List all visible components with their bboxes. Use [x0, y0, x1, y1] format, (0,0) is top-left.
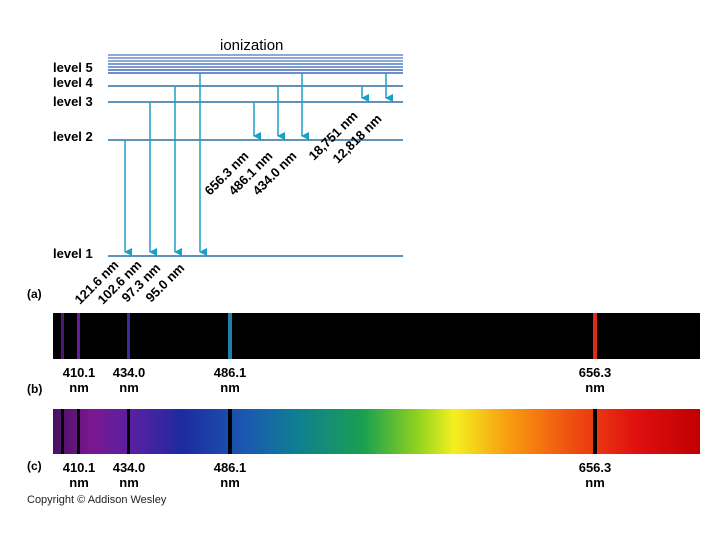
absorption-line-486 [228, 409, 232, 454]
emission-434-unit: nm [119, 380, 139, 395]
absorption-410-value: 410.1 [63, 460, 96, 475]
panel-label-c: (c) [27, 459, 42, 473]
absorption-434-unit: nm [119, 475, 139, 490]
emission-line-656 [593, 313, 597, 359]
absorption-656-value: 656.3 [579, 460, 612, 475]
emission-410-unit: nm [69, 380, 89, 395]
absorption-line-656 [593, 409, 597, 454]
absorption-spectrum-background [53, 409, 700, 454]
emission-line-486 [228, 313, 232, 359]
emission-spectrum [53, 313, 700, 359]
level-3-label: level 3 [53, 94, 93, 109]
absorption-486-value: 486.1 [214, 460, 247, 475]
absorption-656-unit: nm [585, 475, 605, 490]
emission-line-434 [127, 313, 130, 359]
absorption-line-434 [127, 409, 130, 454]
emission-spectrum-background [53, 313, 700, 359]
level-5-label: level 5 [53, 60, 93, 75]
absorption-spectrum [53, 409, 700, 454]
emission-486-unit: nm [220, 380, 240, 395]
ionization-band [108, 54, 403, 74]
panel-label-a: (a) [27, 287, 42, 301]
level-1-label: level 1 [53, 246, 93, 261]
emission-line-faint-violet [61, 313, 64, 359]
level-2-label: level 2 [53, 129, 93, 144]
absorption-486-unit: nm [220, 475, 240, 490]
emission-434-value: 434.0 [113, 365, 146, 380]
emission-410-value: 410.1 [63, 365, 96, 380]
emission-656-value: 656.3 [579, 365, 612, 380]
absorption-410-unit: nm [69, 475, 89, 490]
absorption-line-faint-violet [61, 409, 64, 454]
level-4-label: level 4 [53, 75, 94, 90]
absorption-line-410 [77, 409, 80, 454]
absorption-434-value: 434.0 [113, 460, 146, 475]
emission-line-410 [77, 313, 80, 359]
panel-label-b: (b) [27, 382, 42, 396]
emission-656-unit: nm [585, 380, 605, 395]
emission-486-value: 486.1 [214, 365, 247, 380]
ionization-label: ionization [220, 37, 283, 54]
copyright-notice: Copyright © Addison Wesley [27, 494, 167, 506]
